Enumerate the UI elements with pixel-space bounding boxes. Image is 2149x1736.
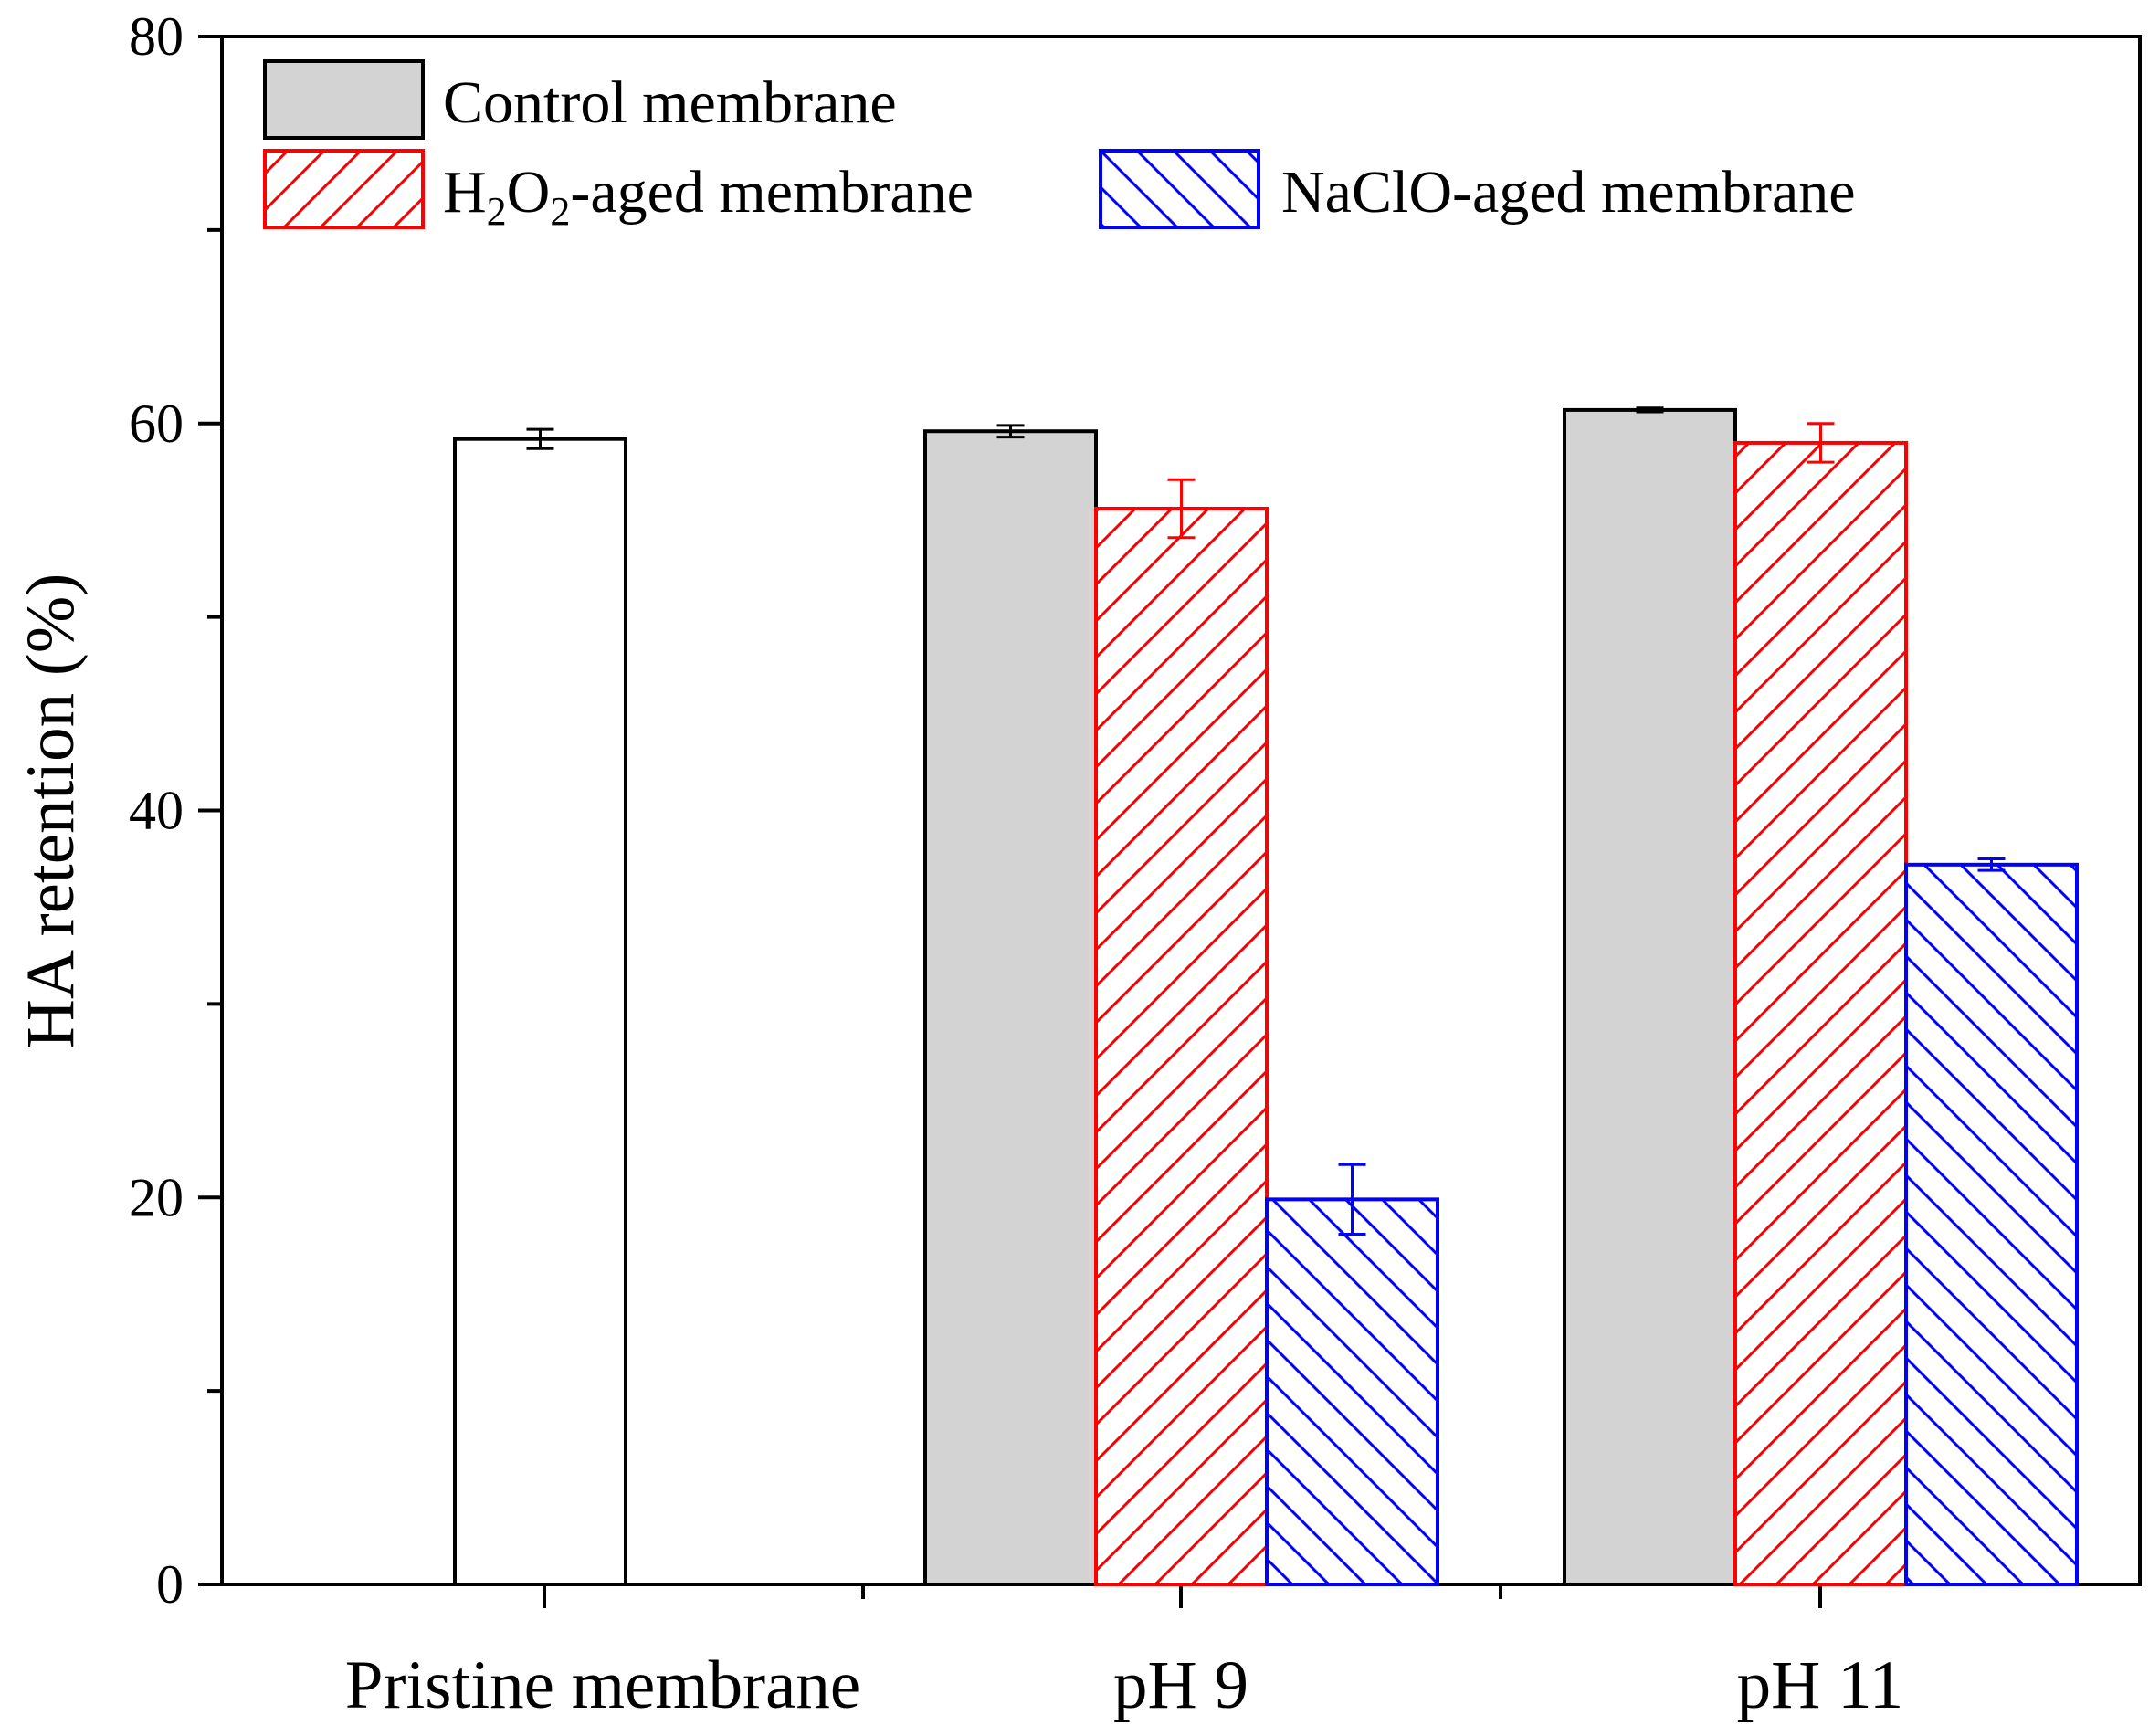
- category-label-ph11: pH 11: [1737, 1647, 1904, 1723]
- y-tick-label-80: 80: [129, 6, 184, 67]
- y-tick-label-60: 60: [129, 394, 184, 454]
- error-bar-control-1: [996, 424, 1025, 439]
- legend-h2o2-post: -aged membrane: [570, 159, 974, 226]
- bar-naclo-2: [1904, 862, 2079, 1586]
- legend-label-h2o2: H2O2-aged membrane: [443, 159, 974, 234]
- bar-control-1: [923, 429, 1098, 1587]
- legend-swatch-naclo: [1099, 149, 1260, 229]
- error-bar-naclo-1: [1338, 1163, 1366, 1236]
- y-tick-label-0: 0: [156, 1554, 184, 1615]
- y-tick-label-20: 20: [129, 1167, 184, 1227]
- bar-naclo-1: [1265, 1197, 1439, 1587]
- legend-swatch-h2o2: [263, 149, 425, 229]
- bar-control-2: [1563, 407, 1737, 1587]
- legend-swatch-control: [263, 59, 425, 140]
- y-axis: 0 20 40 60 80: [129, 6, 222, 1615]
- legend-h2o2-sub1: 2: [487, 189, 507, 234]
- bar-h2o2-2: [1733, 440, 1908, 1586]
- legend-h2o2-sub2: 2: [550, 189, 570, 234]
- bars-group: [453, 406, 2079, 1587]
- category-label-pristine: Pristine membrane: [345, 1647, 860, 1723]
- x-axis: [543, 1584, 1822, 1608]
- legend-h2o2-mid: O: [507, 159, 551, 226]
- legend-label-control: Control membrane: [443, 69, 897, 136]
- error-bar-h2o2-2: [1807, 422, 1835, 464]
- error-bar-control-2: [1636, 406, 1664, 414]
- legend-label-naclo: NaClO-aged membrane: [1281, 159, 1856, 226]
- error-bar-h2o2-1: [1167, 478, 1196, 540]
- category-label-ph9: pH 9: [1113, 1647, 1248, 1723]
- legend: Control membrane H2O2-aged membrane NaCl…: [263, 59, 1856, 234]
- y-axis-title: HA retention (%): [13, 573, 89, 1049]
- y-tick-label-40: 40: [129, 781, 184, 841]
- bar-pristine-0: [453, 437, 627, 1587]
- bar-h2o2-1: [1094, 506, 1269, 1586]
- legend-h2o2-pre: H: [443, 159, 487, 226]
- error-bar-pristine-0: [526, 427, 554, 450]
- error-bar-naclo-2: [1977, 857, 2006, 872]
